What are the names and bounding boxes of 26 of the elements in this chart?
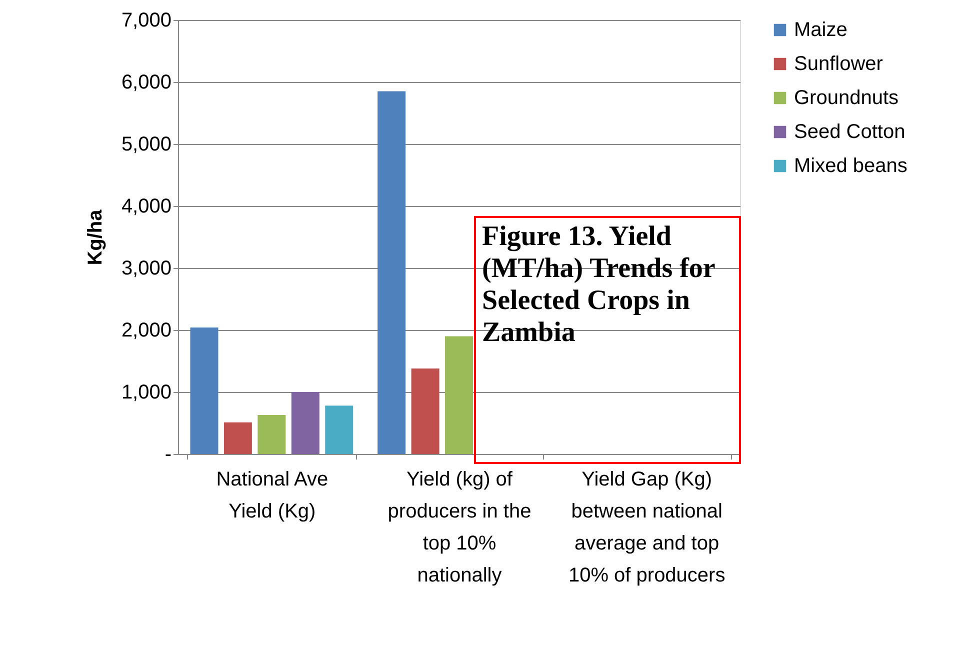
y-tick-label: 3,000 <box>121 258 172 280</box>
y-tick-label: 4,000 <box>121 196 172 218</box>
bar <box>445 336 473 454</box>
legend-label: Seed Cotton <box>794 121 906 143</box>
bar <box>325 406 354 454</box>
legend-label: Groundnuts <box>794 87 899 109</box>
text: Figure 13. Yield (MT/ha) Trends for Selected Crops in Zambia <box>482 221 716 348</box>
bar <box>411 368 440 454</box>
bar <box>378 91 406 454</box>
y-tick-label: 1,000 <box>121 382 172 404</box>
bar <box>224 422 252 454</box>
legend-label: Sunflower <box>794 53 884 75</box>
y-tick-label: 2,000 <box>121 320 172 342</box>
legend-label: Maize <box>794 19 848 41</box>
bar <box>258 414 286 454</box>
legend-label: Mixed beans <box>794 155 908 177</box>
bar <box>190 328 218 454</box>
x-tick-label: Yield Gap (Kg) between national average and top 10% of producers <box>568 468 726 586</box>
y-tick-label: - <box>164 444 172 466</box>
x-tick-label: National Ave Yield (Kg) <box>216 468 328 522</box>
y-tick-label: 5,000 <box>121 134 172 156</box>
y-tick-label: 6,000 <box>121 72 172 94</box>
y-tick-label: 7,000 <box>121 10 172 32</box>
y-axis-title: Kg/ha <box>84 208 106 266</box>
bar <box>291 392 320 454</box>
x-tick-label: Yield (kg) of producers in the top 10% nationally <box>388 468 532 586</box>
